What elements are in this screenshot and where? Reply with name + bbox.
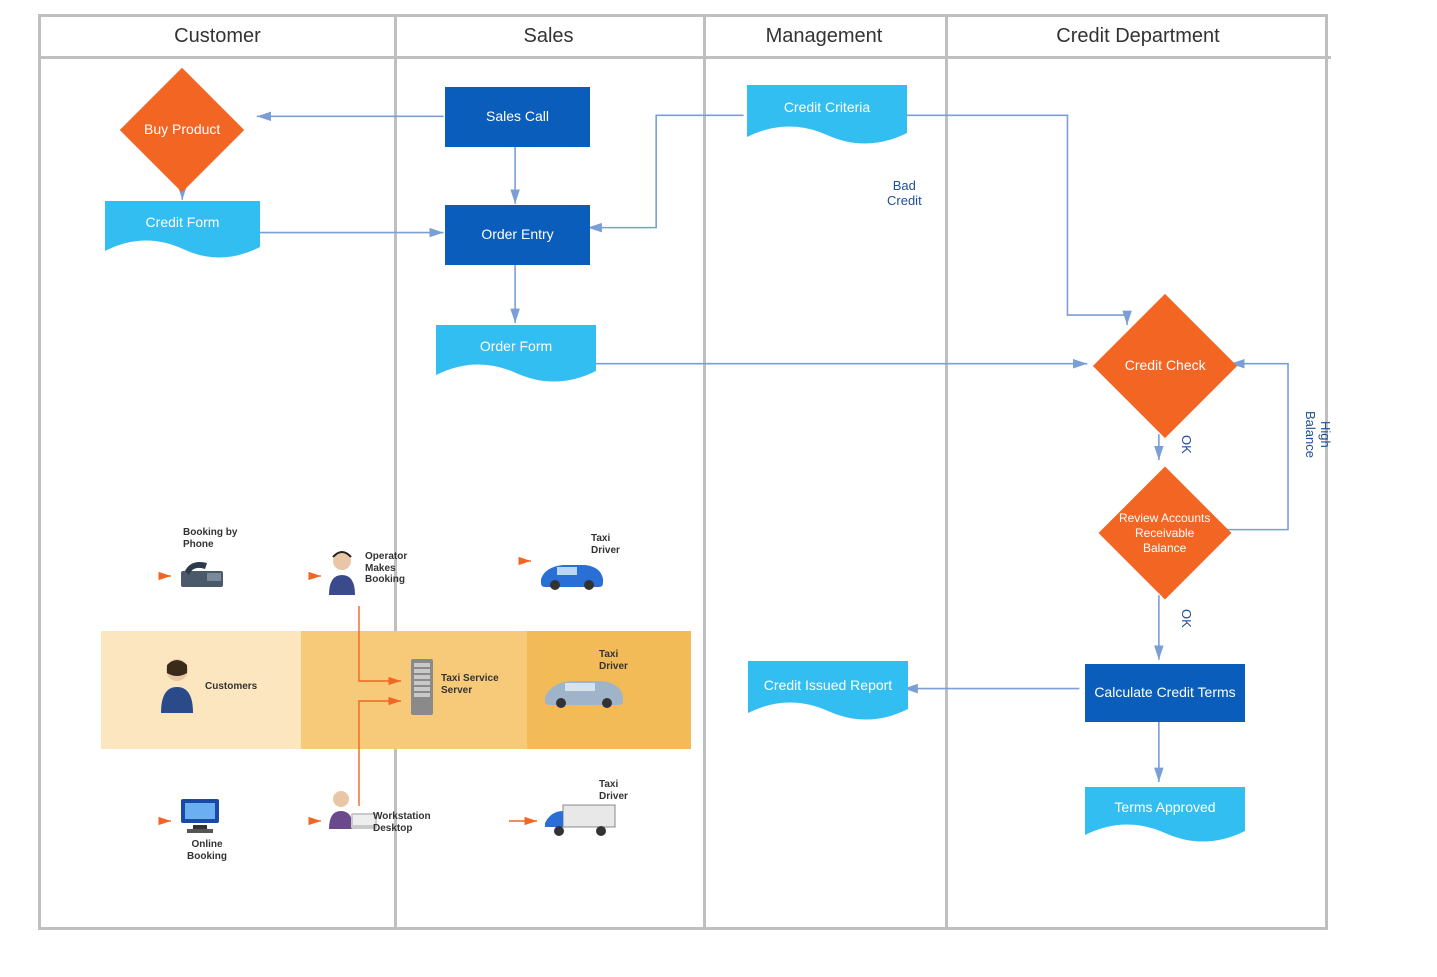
car-icon [537, 557, 607, 591]
node-label: Calculate Credit Terms [1094, 684, 1235, 702]
edge [588, 115, 744, 227]
node-order-form: Order Form [436, 325, 596, 385]
edge-label-ok1: OK [1179, 435, 1194, 454]
lane-label: Management [766, 25, 883, 48]
lane-header-customer: Customer [41, 17, 394, 59]
node-order-entry: Order Entry [445, 205, 590, 265]
inset-band [101, 631, 301, 749]
node-credit-form: Credit Form [105, 201, 260, 261]
car-icon [541, 673, 627, 709]
node-label: Order Form [480, 338, 552, 356]
lane-header-credit: Credit Department [945, 17, 1331, 59]
edge-label-ok2: OK [1179, 609, 1194, 628]
lane-divider [703, 17, 706, 927]
inset-label-phone: Booking by Phone [183, 527, 263, 550]
node-label: Terms Approved [1114, 799, 1215, 817]
van-icon [541, 801, 619, 839]
server-icon [409, 657, 435, 717]
person-icon [157, 657, 197, 713]
node-label: Credit Criteria [784, 99, 870, 117]
inset-label-server: Taxi Service Server [441, 673, 511, 696]
swimlane-canvas: Customer Sales Management Credit Departm… [38, 14, 1328, 930]
node-label: Sales Call [486, 108, 549, 126]
operator-icon [325, 549, 359, 595]
edge-label-line: Balance [1303, 411, 1318, 458]
node-credit-criteria: Credit Criteria [747, 85, 907, 147]
workstation-icon [323, 789, 379, 835]
edge-label-high-balance: High Balance [1303, 411, 1333, 458]
lane-header-sales: Sales [394, 17, 703, 59]
edge-label-bad-credit: Bad Credit [887, 178, 922, 208]
phone-icon [179, 557, 225, 591]
node-buy-product: Buy Product [120, 68, 244, 192]
node-label: Buy Product [138, 121, 226, 139]
node-terms-approved: Terms Approved [1085, 787, 1245, 845]
node-sales-call: Sales Call [445, 87, 590, 147]
edge-label-line: Credit [887, 193, 922, 208]
node-label: Credit Issued Report [764, 677, 892, 695]
lane-header-management: Management [703, 17, 945, 59]
inset-label-taxi2: Taxi Driver [599, 649, 649, 672]
node-credit-check: Credit Check [1093, 294, 1237, 438]
inset-label-customers: Customers [205, 681, 257, 693]
node-label: Credit Check [1114, 357, 1216, 375]
edge-label-line: Bad [887, 178, 922, 193]
edge [903, 115, 1128, 325]
inset-label-online: Online Booking [177, 839, 237, 862]
node-label: Credit Form [146, 214, 220, 232]
edge [1224, 364, 1288, 530]
edge-label-line: High [1318, 421, 1333, 448]
node-review-ar: Review Accounts Receivable Balance [1099, 467, 1232, 600]
monitor-icon [177, 795, 223, 835]
lane-label: Sales [523, 25, 573, 48]
node-credit-issued: Credit Issued Report [748, 661, 908, 723]
inset-label-workstation: Workstation Desktop [373, 811, 453, 834]
node-calc-terms: Calculate Credit Terms [1085, 664, 1245, 722]
inset-label-taxi3: Taxi Driver [599, 779, 649, 802]
node-label: Order Entry [481, 226, 553, 244]
lane-divider [945, 17, 948, 927]
inset-label-taxi1: Taxi Driver [591, 533, 641, 556]
lane-label: Customer [174, 25, 261, 48]
node-label: Review Accounts Receivable Balance [1118, 511, 1212, 556]
lane-label: Credit Department [1056, 25, 1219, 48]
inset-label-operator: Operator Makes Booking [365, 551, 435, 586]
inset-taxi-diagram: Booking by Phone Operator Makes Booking … [101, 511, 691, 881]
